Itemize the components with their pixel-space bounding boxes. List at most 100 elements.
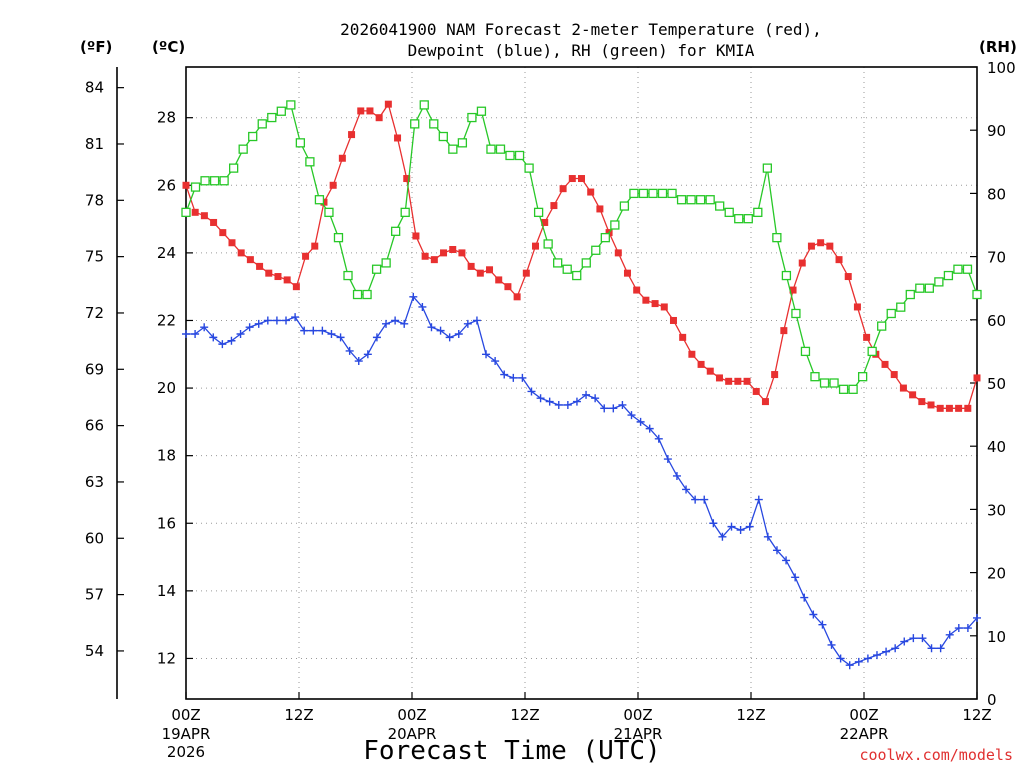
rh-point [715,201,725,211]
dewpoint-point [727,522,736,531]
rh-tick-label: 100 [987,59,1016,77]
temperature-point [817,239,825,247]
rh-point [781,270,792,281]
celsius-tick-label: 14 [157,582,176,600]
dewpoint-point [872,651,881,660]
dewpoint-point [500,370,509,379]
x-tick-label: 12Z [284,706,313,724]
dewpoint-point [927,644,936,653]
dewpoint-point [918,634,927,643]
rh-point [419,100,429,110]
temperature-point [660,303,668,311]
temperature-point [743,377,751,385]
dewpoint-point [936,644,945,653]
rh-point [695,195,706,205]
rh-tick-label: 40 [987,438,1006,456]
rh-point [848,384,858,394]
fahrenheit-tick-label: 78 [85,191,104,209]
temperature-point [789,286,797,294]
x-tick-label: 12Z [510,706,539,724]
temperature-point [550,202,558,210]
series-dewpoint [182,292,981,670]
temperature-point [495,276,503,284]
rh-point [724,207,734,218]
dewpoint-point [554,400,563,409]
dewpoint-point [536,394,545,403]
temperature-point [412,232,420,240]
rh-point [667,188,677,199]
temperature-point [964,404,972,412]
rh-point [514,150,525,161]
dewpoint-point [227,336,236,345]
dewpoint-point [627,411,636,420]
series-rh [181,100,982,394]
temperature-point [329,181,337,189]
celsius-tick-label: 20 [157,379,176,397]
celsius-tick-label: 26 [157,176,176,194]
rh-point [857,372,868,382]
rh-point [638,188,649,199]
celsius-tick-label: 12 [157,649,176,667]
rh-point [190,182,201,192]
dewpoint-point [563,400,572,409]
temperature-point [458,249,466,257]
dewpoint-point [900,637,909,646]
dewpoint-point [618,400,627,409]
rh-point [877,321,887,331]
celsius-unit-label: (ºC) [152,38,185,56]
dewpoint-point [645,424,654,433]
dewpoint-point [672,471,681,480]
dewpoint-point [318,326,327,335]
dewpoint-point [400,319,409,328]
rh-point [753,207,763,218]
rh-point [610,220,620,230]
temperature-point [200,212,208,220]
title-line-1: 2026041900 NAM Forecast 2-meter Temperat… [340,20,822,39]
dewpoint-point [182,329,190,338]
rh-point [896,302,906,312]
celsius-tick-label: 22 [157,311,176,329]
dewpoint-point [736,526,745,535]
temperature-point [430,256,438,264]
dewpoint-point [954,624,963,633]
temperature-point [927,401,935,409]
dewpoint-point [582,390,591,399]
dewpoint-point [463,319,472,328]
temperature-point [642,296,650,304]
dewpoint-point [963,624,972,633]
dewpoint-point [700,495,709,504]
series-line [186,295,978,666]
temperature-point [761,398,769,406]
dewpoint-point [709,519,718,528]
temperature-point [522,269,530,277]
rh-point [867,346,877,357]
dewpoint-point [882,647,891,656]
dewpoint-point [327,329,336,338]
celsius-tick-label: 28 [157,109,176,127]
fahrenheit-tick-label: 54 [85,642,104,660]
temperature-point [752,387,760,395]
temperature-point [798,259,806,267]
dewpoint-point [636,417,645,426]
dewpoint-point [354,357,363,366]
dewpoint-point [363,350,372,359]
rh-point [905,289,915,300]
temperature-point [302,252,310,260]
temperature-point [541,218,549,226]
rh-point [457,138,468,148]
dewpoint-point [272,316,281,325]
fahrenheit-tick-label: 69 [85,360,104,378]
rh-point [209,176,220,186]
dewpoint-point [518,373,527,382]
rh-point [591,245,601,255]
rh-point [953,264,963,274]
dewpoint-point [772,546,781,555]
temperature-point [596,205,604,213]
dewpoint-point [191,329,200,338]
temperature-point [587,188,595,196]
series-line [185,103,978,390]
rh-point [629,188,639,199]
rh-point [600,232,610,243]
temperature-point [274,273,282,281]
x-tick-year: 2026 [167,743,205,761]
